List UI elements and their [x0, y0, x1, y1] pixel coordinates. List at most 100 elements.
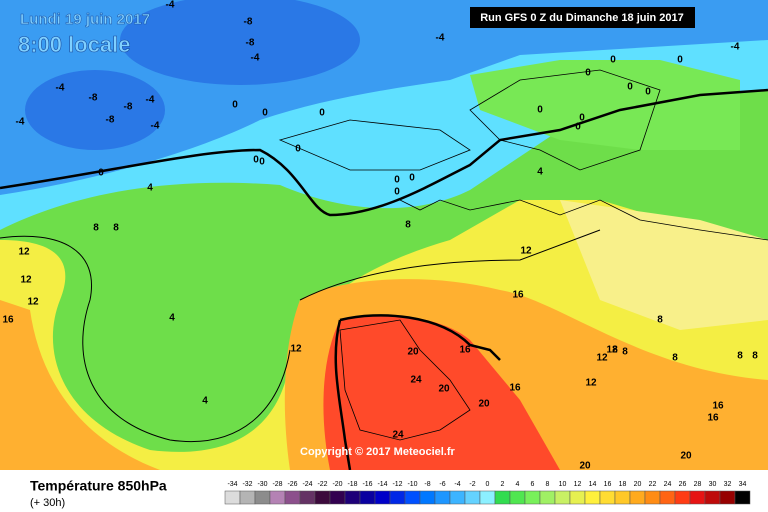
legend-swatch: [254, 490, 271, 505]
legend-swatch: [524, 490, 541, 505]
contour-label: 0: [579, 113, 585, 124]
contour-label: 24: [410, 375, 422, 386]
legend-swatch: [329, 490, 346, 505]
legend-label: 32: [724, 481, 732, 488]
legend-label: 16: [604, 481, 612, 488]
contour-label: 20: [680, 451, 692, 462]
contour-label: 8: [737, 351, 743, 362]
legend-swatch: [629, 490, 646, 505]
legend-label: 30: [709, 481, 717, 488]
contour-label: 20: [478, 399, 490, 410]
contour-label: 8: [113, 223, 119, 234]
contour-label: 16: [712, 401, 724, 412]
legend-swatch: [689, 490, 706, 505]
legend-swatch: [344, 490, 361, 505]
contour-label: 4: [202, 396, 208, 407]
contour-label: 0: [259, 157, 265, 168]
contour-label: 20: [579, 461, 591, 472]
contour-label: 16: [459, 345, 471, 356]
contour-label: 0: [610, 55, 616, 66]
legend-label: -22: [317, 481, 327, 488]
contour-label: 0: [295, 144, 301, 155]
legend-label: 20: [634, 481, 642, 488]
contour-label: 0: [253, 155, 259, 166]
contour-label: -4: [731, 42, 740, 53]
legend-label: -28: [272, 481, 282, 488]
legend-swatch: [284, 490, 301, 505]
contour-label: -4: [166, 0, 175, 11]
legend-label: 2: [501, 481, 505, 488]
legend-label: -4: [454, 481, 460, 488]
contour-label: 16: [707, 413, 719, 424]
contour-label: 12: [606, 345, 618, 356]
legend-label: -14: [377, 481, 387, 488]
legend-label: -10: [407, 481, 417, 488]
contour-label: 0: [262, 108, 268, 119]
legend-swatch: [569, 490, 586, 505]
legend-label: -24: [302, 481, 312, 488]
legend-label: -18: [347, 481, 357, 488]
contour-label: -8: [106, 115, 115, 126]
color-legend: -34 -32 -30 -28 -26 -24 -22 -20 -18 -16 -14 -12 -10-…: [224, 481, 751, 505]
legend-swatch: [509, 490, 526, 505]
legend-label: -2: [469, 481, 475, 488]
legend-swatch: [494, 490, 511, 505]
legend-label: -32: [242, 481, 252, 488]
legend-swatch: [539, 490, 556, 505]
legend-label: 28: [694, 481, 702, 488]
contour-label: -8: [246, 38, 255, 49]
legend-swatch: [674, 490, 691, 505]
contour-label: 0: [585, 68, 591, 79]
legend-swatch: [719, 490, 736, 505]
contour-label: 0: [394, 187, 400, 198]
run-box: [470, 7, 695, 28]
legend-swatch: [299, 490, 316, 505]
legend-label: -6: [439, 481, 445, 488]
legend-swatch: [374, 490, 391, 505]
contour-label: 8: [622, 347, 628, 358]
legend-swatch: [419, 490, 436, 505]
legend-label: 18: [619, 481, 627, 488]
legend-swatch: [464, 490, 481, 505]
contour-label: 0: [677, 55, 683, 66]
contour-label: 8: [672, 353, 678, 364]
legend-swatch: [479, 490, 496, 505]
legend-swatch: [659, 490, 676, 505]
time: 8:00 locale: [18, 32, 131, 57]
legend-swatch: [314, 490, 331, 505]
contour-label: 0: [627, 82, 633, 93]
legend-swatch: [644, 490, 661, 505]
contour-label: 12: [585, 378, 597, 389]
legend-label: -12: [392, 481, 402, 488]
contour-lines: [0, 88, 768, 471]
contour-label: 12: [27, 297, 39, 308]
legend-label: 12: [574, 481, 582, 488]
contour-label: -4: [16, 117, 25, 128]
contour-label: 16: [512, 290, 524, 301]
legend-label: 14: [589, 481, 597, 488]
contour-label: 0: [537, 105, 543, 116]
legend-label: 4: [516, 481, 520, 488]
legend-swatch: [224, 490, 241, 505]
legend-label: -16: [362, 481, 372, 488]
legend-label: 24: [664, 481, 672, 488]
legend-label: 26: [679, 481, 687, 488]
legend-swatch: [449, 490, 466, 505]
run-info: Run GFS 0 Z du Dimanche 18 juin 2017: [480, 12, 684, 24]
contour-label: 4: [147, 183, 153, 194]
contour-label: 20: [407, 347, 419, 358]
legend-swatch: [584, 490, 601, 505]
date: Lundi 19 juin 2017: [20, 11, 150, 28]
legend-label: -20: [332, 481, 342, 488]
contour-label: 0: [232, 100, 238, 111]
legend-label: 6: [531, 481, 535, 488]
contour-label: 12: [20, 275, 32, 286]
contour-label: 12: [290, 344, 302, 355]
legend-label: -30: [257, 481, 267, 488]
legend-swatch: [359, 490, 376, 505]
contour-label: -4: [56, 83, 65, 94]
contour-label: -8: [244, 17, 253, 28]
